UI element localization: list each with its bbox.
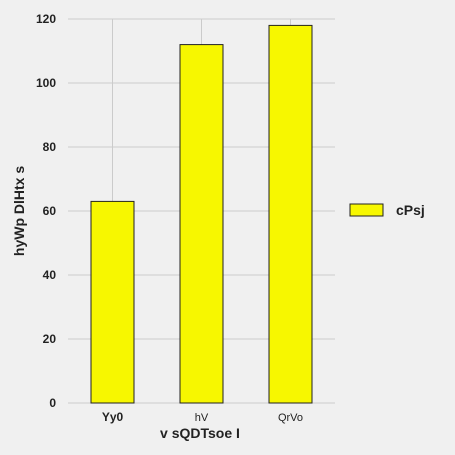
y-tick-label: 0 (49, 396, 56, 410)
y-tick-label: 120 (36, 12, 56, 26)
x-tick-label: hV (195, 412, 209, 424)
y-axis-label: hyWp DlHtx s (11, 166, 27, 256)
y-tick-label: 100 (36, 76, 56, 90)
bars (90, 24, 313, 404)
y-tick-label: 80 (43, 140, 57, 154)
y-axis-ticks: 0 20 40 60 80 100 120 (36, 12, 56, 410)
x-axis-ticks: Yy0 hV QrVo (102, 410, 303, 424)
x-axis-label: v sQDTsoe I (160, 425, 240, 441)
x-tick-label: Yy0 (102, 410, 124, 424)
bar-hV (179, 44, 224, 404)
legend-swatch (349, 203, 384, 217)
legend: cPsj (349, 202, 425, 218)
legend-label: cPsj (396, 202, 425, 218)
y-tick-label: 60 (43, 204, 57, 218)
y-tick-label: 40 (43, 268, 57, 282)
bar-Yy0 (90, 200, 135, 404)
bar-QrVo (268, 24, 313, 404)
x-tick-label: QrVo (278, 412, 303, 424)
y-tick-label: 20 (43, 332, 57, 346)
